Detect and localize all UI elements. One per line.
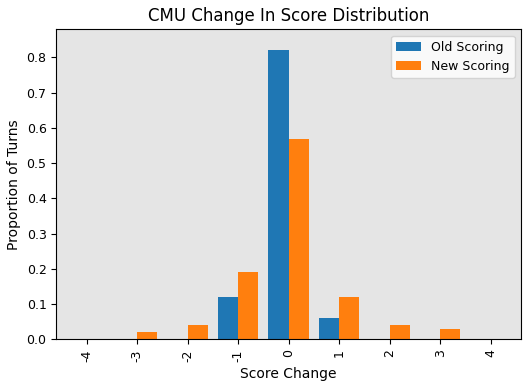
Y-axis label: Proportion of Turns: Proportion of Turns [7,119,21,249]
Bar [440,329,460,340]
Legend: Old Scoring, New Scoring: Old Scoring, New Scoring [391,36,515,78]
Bar [268,50,289,340]
Bar [390,325,410,340]
Bar [187,325,208,340]
Bar [339,297,360,340]
Bar [218,297,238,340]
Title: CMU Change In Score Distribution: CMU Change In Score Distribution [148,7,429,25]
Bar [238,272,258,340]
Bar [289,139,309,340]
Bar [137,333,157,340]
Bar [319,318,339,340]
X-axis label: Score Change: Score Change [240,367,337,381]
